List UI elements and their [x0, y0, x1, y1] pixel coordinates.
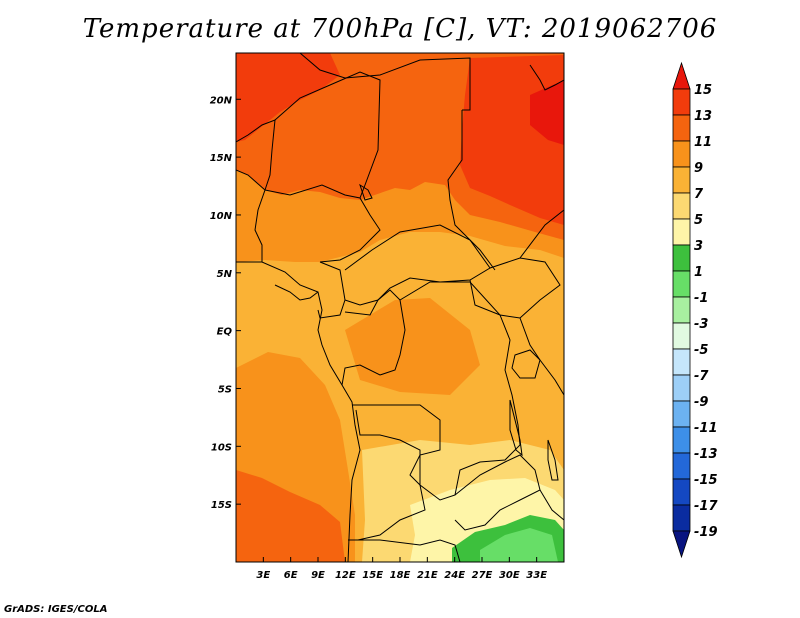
lon-tick-label: 24E [444, 570, 465, 581]
lat-tick-label: 20N [210, 95, 233, 106]
lon-tick-label: 21E [417, 570, 438, 581]
chart-title: Temperature at 700hPa [C], VT: 201906270… [82, 14, 718, 44]
field-band-13-15-sw [236, 470, 345, 562]
border-congo [341, 289, 406, 386]
lon-tick-label: 12E [335, 570, 356, 581]
border-nigeria [264, 184, 381, 263]
colorbar-segment [672, 452, 691, 480]
colorbar-label: 1 [694, 265, 703, 280]
lat-tick-label: EQ [217, 327, 233, 338]
border-nile [529, 64, 564, 91]
colorbar-segment [672, 426, 691, 454]
colorbar-segment [672, 114, 691, 142]
colorbar-segment [672, 322, 691, 350]
lake-tanganyika [509, 399, 523, 457]
colorbar-segment [672, 270, 691, 298]
colorbar-segment [672, 348, 691, 376]
latitude-ticks: 20N 15N 10N 5N EQ 5S 10S 15S [210, 95, 241, 511]
field-band-11-13-central [345, 298, 480, 395]
lon-tick-label: 18E [390, 570, 411, 581]
lon-tick-label: 6E [284, 570, 298, 581]
colorbar-label: 13 [694, 109, 712, 124]
credit-label: GrADS: IGES/COLA [4, 604, 108, 615]
colorbar-label: -3 [694, 317, 708, 332]
border-west-africa [236, 169, 266, 262]
colorbar-segment [672, 166, 691, 194]
colorbar-segment [672, 244, 691, 272]
colorbar-label: -5 [694, 343, 708, 358]
border-namibia [348, 539, 461, 562]
lat-tick-label: 10N [210, 211, 233, 222]
colorbar-label: -13 [694, 447, 718, 462]
lon-tick-label: 15E [362, 570, 383, 581]
colorbar-label: 3 [694, 239, 703, 254]
border-mozambique [539, 489, 564, 521]
colorbar-segment [672, 218, 691, 246]
colorbar-segment [672, 374, 691, 402]
lon-tick-label: 27E [472, 570, 493, 581]
lon-tick-label: 30E [499, 570, 520, 581]
colorbar-label: -1 [694, 291, 708, 306]
border-chad-sudan [447, 110, 496, 271]
coastline-west [236, 261, 361, 562]
border-cameroon [317, 261, 346, 319]
colorbar-label: -17 [694, 499, 718, 514]
colorbar-segment [672, 478, 691, 506]
lon-tick-label: 3E [256, 570, 270, 581]
colorbar-top-triangle [672, 61, 691, 90]
colorbar-segment [672, 400, 691, 428]
field-band-hot-core [530, 80, 564, 145]
colorbar-label: 7 [694, 187, 704, 202]
border-libya-algeria [299, 53, 471, 111]
colorbar-label: -7 [694, 369, 709, 384]
colorbar-label: 15 [694, 83, 712, 98]
lat-tick-label: 15S [211, 500, 232, 511]
border-ethiopia [519, 209, 564, 259]
field-band-neg1-1 [480, 528, 558, 562]
lake-malawi [547, 439, 559, 481]
border-drc [355, 281, 521, 501]
longitude-ticks: 3E 6E 9E 12E 15E 18E 21E 24E 27E 30E 33E [256, 557, 547, 581]
lat-tick-label: 5N [217, 269, 233, 280]
coast-gulf-guinea [274, 284, 319, 301]
lat-tick-label: 15N [210, 153, 233, 164]
colorbar: 15 13 11 9 7 5 3 1 -1 -3 -5 -7 -9 -11 -13 -15 -17 -19 [672, 61, 718, 559]
temperature-field [236, 53, 564, 562]
country-borders [236, 53, 564, 562]
border-angola [348, 404, 441, 541]
border-west-africa-2 [236, 119, 276, 191]
colorbar-label: -11 [694, 421, 718, 436]
colorbar-label: -15 [694, 473, 718, 488]
colorbar-segment [672, 296, 691, 324]
colorbar-label: 11 [694, 135, 712, 150]
colorbar-segment [672, 192, 691, 220]
lon-tick-label: 9E [311, 570, 325, 581]
lat-tick-label: 10S [211, 442, 232, 453]
lake-chad [359, 183, 373, 201]
colorbar-label: -19 [694, 525, 718, 540]
colorbar-label: -9 [694, 395, 708, 410]
colorbar-bottom-triangle [672, 530, 691, 559]
colorbar-segment [672, 140, 691, 168]
border-niger-chad [274, 71, 381, 199]
border-south-sudan [469, 257, 561, 319]
lat-tick-label: 5S [218, 384, 232, 395]
colorbar-label: 5 [694, 213, 703, 228]
field-band-15-nw [236, 53, 340, 142]
colorbar-label: 9 [694, 161, 703, 176]
colorbar-segment [672, 88, 691, 116]
lake-victoria [511, 349, 541, 379]
colorbar-segment [672, 504, 691, 532]
lon-tick-label: 33E [526, 570, 547, 581]
